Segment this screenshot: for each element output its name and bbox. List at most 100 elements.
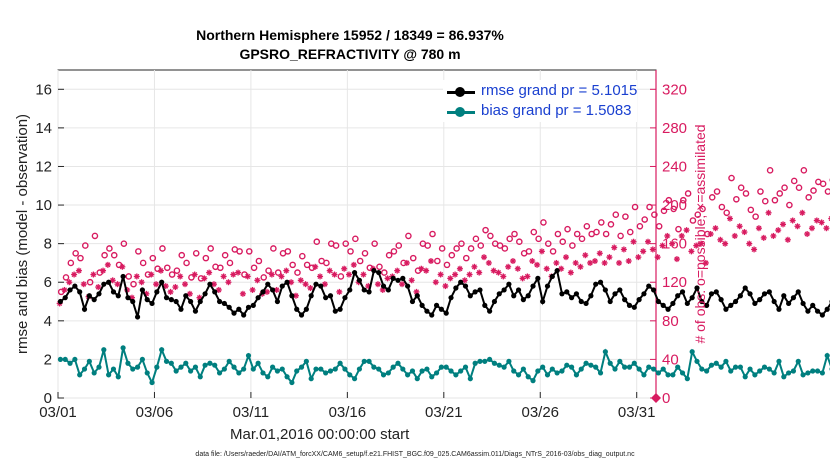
- rmse-point: [501, 287, 507, 293]
- obs-assimilated-marker: [191, 271, 198, 278]
- rmse-point: [670, 300, 676, 307]
- obs-possible-marker: [241, 271, 248, 278]
- obs-assimilated-marker: [818, 219, 825, 226]
- bias-point: [231, 364, 237, 370]
- obs-assimilated-marker: [157, 267, 164, 274]
- rmse-point: [559, 291, 565, 297]
- obs-possible-marker: [168, 271, 176, 278]
- bias-point: [168, 360, 174, 366]
- rmse-point: [761, 291, 768, 297]
- obs-assimilated-marker: [582, 252, 589, 259]
- obs-assimilated-marker: [741, 229, 748, 236]
- bias-point: [713, 360, 719, 366]
- obs-assimilated-marker: [244, 273, 251, 280]
- chart-title: Northern Hemisphere 15952 / 18349 = 86.9…: [196, 27, 504, 43]
- rmse-point: [766, 289, 772, 295]
- obs-possible-marker: [564, 225, 571, 233]
- obs-possible-marker: [125, 273, 132, 280]
- bias-point: [641, 372, 647, 378]
- rmse-point: [520, 297, 526, 303]
- bias-point: [800, 372, 806, 378]
- rmse-point: [776, 306, 782, 312]
- obs-possible-marker: [67, 259, 75, 267]
- x-tick-label: 03/16: [329, 404, 367, 421]
- obs-assimilated-marker: [765, 209, 772, 216]
- obs-possible-marker: [496, 242, 504, 249]
- bias-point: [665, 372, 671, 378]
- y2-tick-label: 0: [662, 390, 670, 407]
- obs-possible-marker: [723, 209, 730, 217]
- obs-assimilated-marker: [403, 259, 410, 266]
- rmse-point: [96, 291, 102, 297]
- bias-point: [462, 364, 469, 370]
- obs-assimilated-marker: [297, 277, 304, 284]
- obs-assimilated-marker: [534, 261, 541, 268]
- obs-possible-marker: [810, 187, 817, 194]
- obs-possible-marker: [453, 245, 460, 252]
- rmse-point: [487, 308, 493, 314]
- bias-point: [766, 366, 772, 372]
- rmse-point: [569, 295, 575, 301]
- obs-assimilated-marker: [572, 259, 579, 266]
- obs-assimilated-marker: [746, 240, 753, 247]
- obs-assimilated-marker: [235, 269, 242, 276]
- rmse-point: [781, 293, 787, 299]
- rmse-point: [617, 287, 623, 293]
- bias-point: [101, 347, 107, 353]
- obs-possible-marker: [380, 269, 388, 276]
- rmse-point: [313, 281, 319, 287]
- rmse-point: [544, 283, 551, 289]
- obs-assimilated-marker: [423, 267, 430, 274]
- bias-point: [776, 358, 782, 364]
- bias-point: [728, 368, 734, 374]
- obs-assimilated-marker: [148, 271, 155, 278]
- obs-possible-marker: [689, 217, 697, 224]
- bias-point: [284, 374, 290, 380]
- bias-point: [496, 362, 502, 368]
- rmse-point: [641, 291, 647, 297]
- obs-assimilated-marker: [90, 271, 97, 278]
- rmse-point: [665, 306, 671, 312]
- obs-possible-marker: [313, 238, 321, 246]
- obs-possible-marker: [660, 207, 668, 215]
- obs-assimilated-marker: [182, 281, 189, 288]
- obs-possible-marker: [482, 226, 489, 234]
- obs-possible-marker: [477, 242, 485, 249]
- obs-assimilated-marker: [215, 286, 222, 293]
- rmse-point: [265, 281, 271, 287]
- obs-assimilated-marker: [408, 277, 415, 284]
- obs-possible-marker: [135, 248, 142, 255]
- obs-possible-marker: [289, 261, 296, 269]
- bias-point: [602, 349, 608, 355]
- rmse-point: [62, 295, 68, 301]
- rmse-point: [308, 293, 314, 299]
- bias-point: [487, 356, 493, 363]
- y-tick-label: 4: [44, 313, 52, 330]
- obs-assimilated-marker: [514, 265, 521, 272]
- bias-point: [578, 366, 584, 372]
- rmse-point: [819, 312, 825, 318]
- obs-assimilated-marker: [186, 290, 193, 297]
- obs-assimilated-marker: [399, 281, 406, 288]
- x-tick-label: 03/11: [233, 404, 269, 421]
- rmse-point: [646, 283, 652, 289]
- bias-point: [337, 360, 343, 366]
- obs-possible-marker: [516, 238, 523, 246]
- obs-possible-marker: [245, 248, 253, 255]
- bias-point: [564, 362, 570, 368]
- bias-point: [660, 366, 666, 372]
- obs-possible-marker: [337, 273, 345, 280]
- rmse-point: [173, 298, 179, 305]
- obs-possible-marker: [684, 190, 692, 197]
- rmse-point: [67, 287, 73, 293]
- rmse-point: [414, 293, 420, 299]
- rmse-point: [255, 295, 261, 301]
- obs-possible-marker: [781, 184, 788, 191]
- obs-possible-marker: [139, 259, 147, 267]
- obs-possible-marker: [376, 263, 383, 271]
- obs-assimilated-marker: [379, 286, 386, 293]
- bias-point: [636, 366, 642, 372]
- rmse-point: [564, 289, 570, 295]
- rmse-point: [168, 297, 174, 303]
- rmse-point: [216, 298, 223, 305]
